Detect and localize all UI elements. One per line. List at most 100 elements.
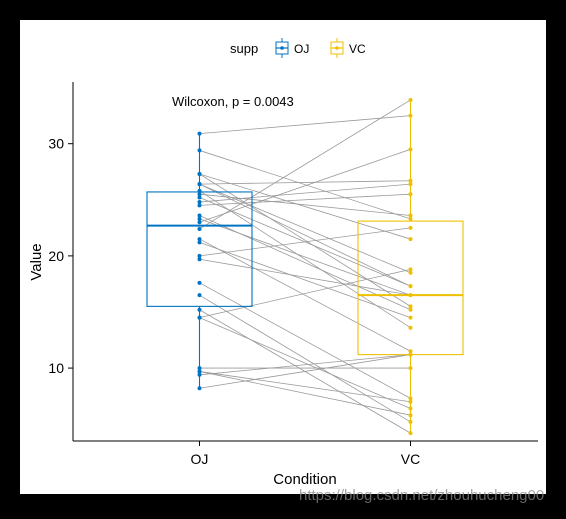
plot-background [20,20,546,494]
pair-line-7 [199,354,411,389]
pair-line-19 [199,268,411,318]
point-oj-7 [197,386,202,391]
point-oj-23 [197,226,202,231]
point-oj-24 [197,203,202,208]
x-axis-label: Condition [273,471,336,488]
point-vc-3 [408,396,413,401]
y-tick-label-20: 20 [48,248,64,264]
pair-line-18 [199,242,411,318]
pair-line-20 [199,173,411,307]
point-oj-1 [197,307,202,312]
point-vc-9 [408,419,413,424]
point-vc-22 [408,270,413,275]
pair-lines [199,99,411,434]
point-vc-26 [408,113,413,118]
point-vc-12 [408,293,413,298]
pair-line-11 [199,258,411,296]
point-vc-13 [408,307,413,312]
pair-line-13 [199,215,411,311]
y-ticks: 10 20 30 [48,136,73,376]
point-vc-29 [408,216,413,221]
point-vc-21 [408,213,413,218]
point-vc-23 [408,97,413,102]
point-vc-2 [408,349,413,354]
point-oj-27 [197,182,202,187]
point-vc-30 [408,147,413,152]
point-oj-12 [197,216,202,221]
legend-key-point-oj [280,46,284,50]
point-oj-28 [197,171,202,176]
point-oj-10 [197,369,202,374]
point-oj-3 [197,280,202,285]
point-vc-16 [408,284,413,289]
point-vc-10 [408,399,413,404]
stat-annotation: Wilcoxon, p = 0.0043 [172,94,294,109]
point-oj-15 [197,253,202,258]
pair-line-10 [199,371,411,403]
point-oj-25 [197,200,202,205]
pair-line-5 [199,317,411,409]
point-vc-17 [408,325,413,330]
x-tick-label-vc: VC [401,451,420,467]
legend-key-point-vc [335,46,339,50]
legend-title: supp [230,41,258,56]
point-vc-15 [408,225,413,230]
point-oj-11 [197,257,202,262]
point-vc-28 [408,237,413,242]
point-vc-19 [408,267,413,272]
x-ticks: OJ VC [191,441,420,467]
pair-line-4 [199,371,411,416]
point-vc-8 [408,352,413,357]
legend-label-vc: VC [349,42,366,56]
point-oj-6 [197,366,202,371]
point-oj-16 [197,195,202,200]
pair-line-26 [199,115,411,135]
point-oj-19 [197,315,202,320]
pair-line-25 [199,183,411,203]
pair-line-8 [199,354,411,376]
pair-line-9 [199,294,411,423]
x-tick-label-oj: OJ [191,451,209,467]
pair-line-16 [199,197,411,287]
point-oj-9 [197,293,202,298]
point-vc-27 [408,178,413,183]
pair-line-29 [199,150,411,220]
point-oj-8 [197,372,202,377]
legend: supp OJ VC [230,38,366,58]
point-vc-18 [408,315,413,320]
watermark-text: https://blog.csdn.net/zhouhucheng00 [299,487,544,504]
y-tick-label-30: 30 [48,136,64,152]
point-oj-13 [197,213,202,218]
pair-line-21 [199,193,411,216]
pair-line-24 [199,193,411,206]
pair-line-23 [199,99,411,230]
point-oj-21 [197,192,202,197]
pair-line-28 [199,173,411,240]
point-vc-4 [408,413,413,418]
pair-line-2 [199,238,411,352]
point-oj-29 [197,148,202,153]
pair-line-30 [199,148,411,223]
data-points [197,97,413,436]
point-vc-20 [408,304,413,309]
pair-line-27 [199,180,411,185]
legend-items: OJ VC [275,38,366,58]
pair-line-3 [199,282,411,399]
pair-line-14 [199,183,411,287]
axes: 10 20 30 OJ VC Condition Value [28,82,538,488]
point-vc-5 [408,406,413,411]
point-vc-25 [408,182,413,187]
point-oj-17 [197,188,202,193]
point-vc-24 [408,192,413,197]
y-tick-label-10: 10 [48,360,64,376]
point-oj-2 [197,237,202,242]
legend-label-oj: OJ [294,42,309,56]
point-oj-30 [197,220,202,225]
point-vc-6 [408,366,413,371]
point-oj-18 [197,240,202,245]
point-oj-26 [197,131,202,136]
point-vc-1 [408,431,413,436]
y-axis-label: Value [28,243,45,280]
